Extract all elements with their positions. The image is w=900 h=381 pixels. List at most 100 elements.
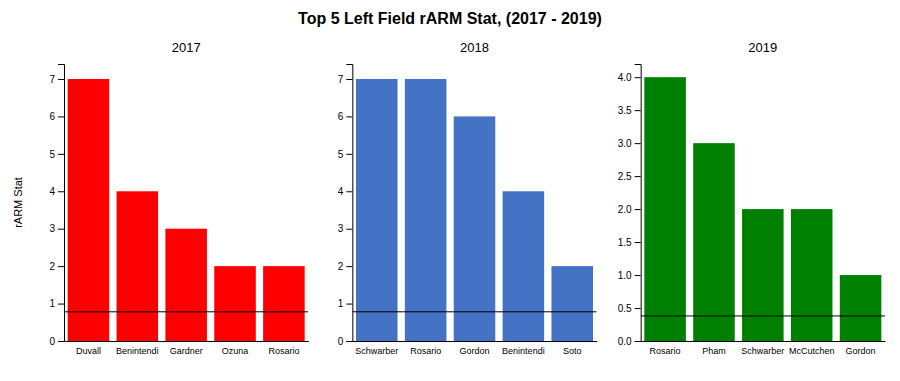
panel-title: 2019 (748, 40, 777, 55)
bar (454, 116, 496, 341)
y-tick: 5 (49, 149, 64, 160)
bar (693, 143, 735, 341)
y-tick-mark (635, 242, 641, 243)
y-axis: 01234567 (49, 65, 64, 347)
x-tick: Pham (702, 346, 726, 356)
y-tick-mark (635, 77, 641, 78)
plot-area (641, 77, 885, 341)
x-tick-label: Benintendi (116, 346, 159, 356)
plot-area (352, 79, 596, 341)
x-tick: Rosario (410, 346, 441, 356)
y-tick-mark (58, 229, 64, 230)
x-axis: Schwarber Rosario Gordon Benintendi Soto (353, 342, 597, 357)
bar (214, 266, 256, 341)
y-tick: 2 (49, 261, 64, 272)
x-tick: Ozuna (222, 346, 249, 356)
y-tick-mark (58, 304, 64, 305)
x-tick: Rosario (268, 346, 299, 356)
y-tick: 6 (338, 111, 353, 122)
x-tick: Schwarber (741, 346, 784, 356)
bar (742, 209, 784, 341)
y-tick-label: 1.5 (618, 237, 632, 248)
y-tick: 7 (338, 74, 353, 85)
y-tick-mark (635, 275, 641, 276)
bar (356, 79, 398, 341)
reference-line (641, 315, 885, 316)
x-tick-label: Schwarber (741, 346, 784, 356)
panel: 01234567DuvallBenintendiGardnerOzunaRosa… (12, 40, 309, 356)
y-tick: 3.0 (618, 138, 641, 149)
y-tick-label: 2.0 (618, 204, 632, 215)
y-tick-label: 5 (49, 149, 55, 160)
x-tick: Gordon (459, 346, 489, 356)
x-axis-line (353, 341, 597, 342)
y-tick-mark (58, 154, 64, 155)
bar (551, 266, 593, 341)
bar (405, 79, 447, 341)
y-tick-mark (58, 116, 64, 117)
y-tick-mark (346, 116, 352, 117)
x-tick-label: Gordon (459, 346, 489, 356)
x-tick-label: McCutchen (789, 346, 835, 356)
y-tick: 3 (338, 223, 353, 234)
bar (117, 191, 159, 341)
x-axis-line (641, 341, 885, 342)
reference-line (352, 311, 596, 312)
y-tick-label: 4 (338, 186, 344, 197)
y-axis-title: rARM Stat (12, 177, 24, 228)
x-tick: Gordon (846, 346, 876, 356)
x-tick: Schwarber (355, 346, 398, 356)
y-tick-label: 0.0 (618, 336, 632, 347)
y-tick-mark (346, 79, 352, 80)
y-tick-label: 7 (338, 74, 344, 85)
y-axis-line (346, 65, 353, 342)
x-tick: Benintendi (502, 346, 545, 356)
y-tick-mark (58, 341, 64, 342)
y-tick-mark (346, 341, 352, 342)
x-tick-label: Rosario (410, 346, 441, 356)
x-tick-label: Gardner (170, 346, 203, 356)
y-tick: 4.0 (618, 72, 641, 83)
y-tick-label: 2.5 (618, 171, 632, 182)
x-tick-label: Gordon (846, 346, 876, 356)
y-tick: 2.5 (618, 171, 641, 182)
y-tick-label: 0.5 (618, 303, 632, 314)
x-tick: McCutchen (789, 346, 835, 356)
y-tick: 3 (49, 223, 64, 234)
panel: 0.0 0.5 1.0 1.5 2.0 2.5 3.0 3.5 4.0 Rosario Pham Sc… (618, 40, 886, 356)
bar (503, 191, 545, 341)
y-tick-mark (58, 79, 64, 80)
panel-title: 2017 (172, 40, 201, 55)
y-tick-label: 0 (338, 336, 344, 347)
y-tick: 2 (338, 261, 353, 272)
chart-svg: Top 5 Left Field rARM Stat, (2017 - 2019… (0, 0, 900, 381)
x-tick: Soto (563, 346, 582, 356)
y-tick-label: 1.0 (618, 270, 632, 281)
y-tick-mark (635, 143, 641, 144)
y-tick-mark (58, 191, 64, 192)
bar (791, 209, 833, 341)
x-tick: Rosario (650, 346, 681, 356)
y-tick: 1 (338, 298, 353, 309)
x-axis: Duvall Benintendi Gardner Ozuna Rosario (65, 342, 309, 357)
y-tick-label: 4 (49, 186, 55, 197)
bar (644, 77, 686, 341)
y-tick: 7 (49, 74, 64, 85)
y-tick-mark (346, 191, 352, 192)
x-tick: Benintendi (116, 346, 159, 356)
y-tick-mark (346, 266, 352, 267)
y-tick-mark (635, 110, 641, 111)
x-axis-line (65, 341, 309, 342)
x-tick-label: Rosario (650, 346, 681, 356)
y-tick-label: 3.5 (618, 105, 632, 116)
y-tick-mark (346, 154, 352, 155)
y-tick-label: 2 (338, 261, 344, 272)
y-tick: 4 (49, 186, 64, 197)
bar (165, 229, 207, 341)
y-tick-label: 2 (49, 261, 55, 272)
x-tick-label: Duvall (76, 346, 101, 356)
x-tick-label: Benintendi (502, 346, 545, 356)
y-tick: 4 (338, 186, 353, 197)
y-tick: 0 (338, 336, 353, 347)
x-axis: Rosario Pham Schwarber McCutchen Gordon (641, 342, 885, 357)
